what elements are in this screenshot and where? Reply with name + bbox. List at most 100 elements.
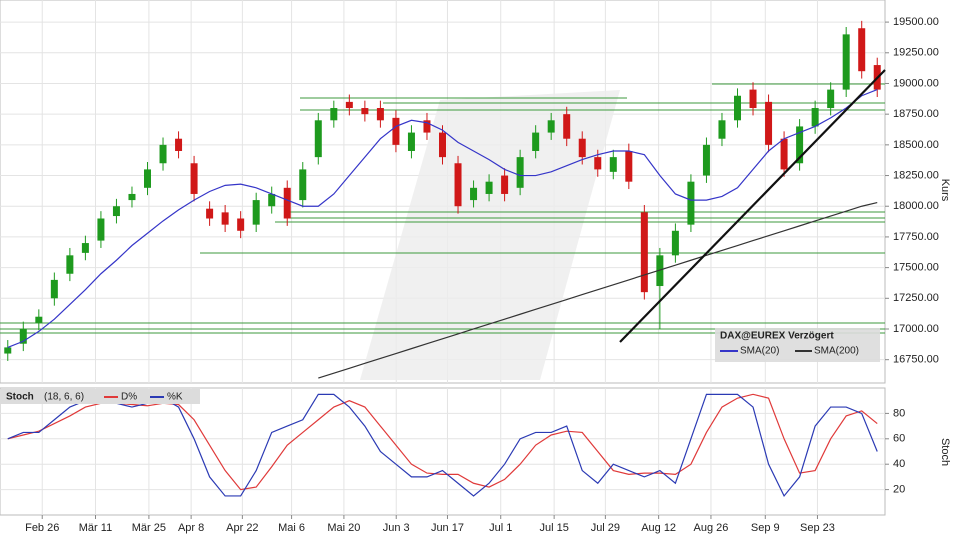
trend-line: [619, 69, 886, 343]
x-tick-label: Aug 12: [641, 522, 676, 534]
x-tick-label: Jul 15: [539, 522, 568, 534]
x-tick-label: Apr 8: [178, 522, 204, 534]
y-axis-label: Kurs: [939, 179, 951, 202]
candle-body: [640, 212, 648, 293]
y-tick-label: 19250.00: [893, 47, 939, 59]
y-tick-label: 17750.00: [893, 231, 939, 243]
candle-body: [314, 120, 322, 158]
legend-entry: SMA(20): [740, 346, 779, 357]
x-tick-label: Sep 9: [751, 522, 780, 534]
y-tick-label: 20: [893, 484, 905, 496]
candle-body: [112, 206, 120, 217]
watermark: [360, 90, 620, 380]
y-tick-label: 18500.00: [893, 139, 939, 151]
candle-body: [423, 120, 431, 133]
legend-box: [715, 328, 880, 362]
candle-body: [252, 200, 260, 225]
y-tick-label: 40: [893, 458, 905, 470]
y-tick-label: 17000.00: [893, 323, 939, 335]
candle-body: [392, 117, 400, 145]
candle-body: [268, 193, 276, 207]
candle-body: [749, 89, 757, 109]
legend-entry: D%: [121, 392, 137, 403]
candle-body: [734, 95, 741, 121]
y-tick-label: 16750.00: [893, 354, 939, 366]
x-tick-label: Mai 6: [278, 522, 305, 534]
candle-body: [718, 120, 726, 139]
x-tick-label: Jun 17: [431, 522, 464, 534]
x-tick-label: Aug 26: [694, 522, 729, 534]
x-tick-label: Feb 26: [25, 522, 59, 534]
candle-body: [765, 101, 773, 145]
candle-body: [345, 101, 353, 109]
candle-body: [439, 132, 446, 158]
stoch-title: Stoch: [6, 392, 34, 403]
candle-body: [796, 126, 804, 164]
candle-body: [407, 132, 415, 151]
candle-body: [687, 181, 695, 225]
legend-entry: SMA(200): [814, 346, 859, 357]
candle-body: [175, 138, 183, 151]
x-tick-label: Mai 20: [327, 522, 360, 534]
candle-body: [702, 144, 710, 176]
legend-entry: %K: [167, 392, 183, 403]
candle-body: [50, 279, 58, 299]
plot: [4, 20, 881, 498]
candle-body: [206, 208, 214, 219]
x-tick-label: Apr 22: [226, 522, 258, 534]
candle-body: [299, 169, 307, 201]
y-tick-label: 80: [893, 407, 905, 419]
candle-body: [547, 120, 555, 133]
y-tick-label: 17250.00: [893, 292, 939, 304]
candle-body: [361, 108, 369, 115]
candle-body: [128, 193, 136, 201]
stoch-legend-box: [0, 389, 200, 404]
candle-body: [827, 89, 835, 109]
y-tick-label: 19500.00: [893, 16, 939, 28]
candle-body: [858, 28, 866, 72]
candle-body: [35, 316, 43, 323]
candle-body: [454, 163, 462, 207]
y-tick-label: 17500.00: [893, 262, 939, 274]
candle-body: [221, 212, 229, 225]
candle-body: [516, 157, 524, 188]
y-tick-label: 18250.00: [893, 169, 939, 181]
x-tick-label: Jun 3: [383, 522, 410, 534]
candle-body: [532, 132, 540, 151]
candle-body: [283, 187, 291, 219]
y-tick-label: 18750.00: [893, 108, 939, 120]
y-axis-label: Stoch: [939, 438, 951, 466]
candle-body: [159, 144, 167, 164]
y-tick-label: 19000.00: [893, 77, 939, 89]
series-line: [7, 89, 878, 348]
stoch-subtitle: (18, 6, 6): [44, 392, 84, 403]
candle-body: [811, 108, 819, 127]
candle-body: [330, 108, 338, 121]
x-tick-label: Mär 11: [79, 522, 112, 534]
legend-title: DAX@EUREX Verzögert: [720, 331, 834, 342]
candle-body: [144, 169, 151, 188]
series-line: [318, 201, 878, 379]
candle-body: [780, 138, 788, 170]
y-tick-label: 18000.00: [893, 200, 939, 212]
x-tick-label: Sep 23: [800, 522, 835, 534]
candle-body: [842, 34, 850, 90]
x-tick-label: Mär 25: [132, 522, 166, 534]
series-line: [7, 393, 878, 491]
candle-body: [81, 243, 89, 253]
candle-body: [4, 347, 12, 354]
candle-body: [625, 150, 633, 182]
candle-body: [501, 175, 509, 194]
candle-body: [66, 255, 74, 274]
candle-body: [237, 218, 245, 231]
candle-body: [19, 328, 27, 344]
candle-body: [609, 157, 617, 172]
y-tick-label: 60: [893, 433, 905, 445]
x-tick-label: Jul 29: [591, 522, 620, 534]
candle-body: [97, 218, 105, 241]
candle-body: [485, 181, 493, 194]
x-tick-label: Jul 1: [489, 522, 512, 534]
candle-body: [470, 187, 478, 201]
